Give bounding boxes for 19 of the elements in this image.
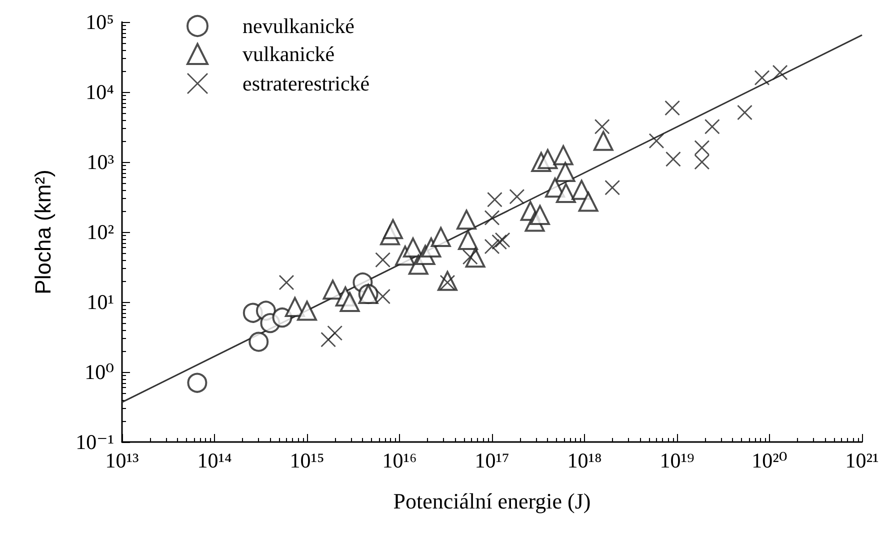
- legend-label: nevulkanické: [242, 14, 354, 38]
- x-tick-label: 10¹⁸: [567, 448, 602, 472]
- y-tick-label: 10³: [86, 150, 114, 174]
- x-tick-label: 10¹⁴: [197, 448, 232, 472]
- legend-label: estraterestrické: [242, 72, 370, 96]
- y-axis-title: Plocha (km²): [30, 170, 56, 294]
- x-tick-label: 10¹⁶: [382, 448, 417, 472]
- y-tick-label: 10¹: [86, 290, 114, 314]
- x-tick-label: 10²⁰: [752, 448, 788, 472]
- legend-label: vulkanické: [242, 42, 335, 66]
- x-tick-label: 10²¹: [845, 448, 879, 472]
- y-tick-label: 10⁰: [84, 360, 114, 384]
- y-tick-label: 10²: [86, 220, 114, 244]
- x-axis-title: Potenciální energie (J): [393, 488, 591, 514]
- y-tick-label: 10⁵: [86, 10, 114, 34]
- x-tick-label: 10¹⁵: [290, 448, 324, 472]
- x-tick-label: 10¹⁹: [660, 448, 694, 472]
- x-tick-label: 10¹⁷: [474, 448, 510, 472]
- y-tick-label: 10⁴: [86, 80, 114, 104]
